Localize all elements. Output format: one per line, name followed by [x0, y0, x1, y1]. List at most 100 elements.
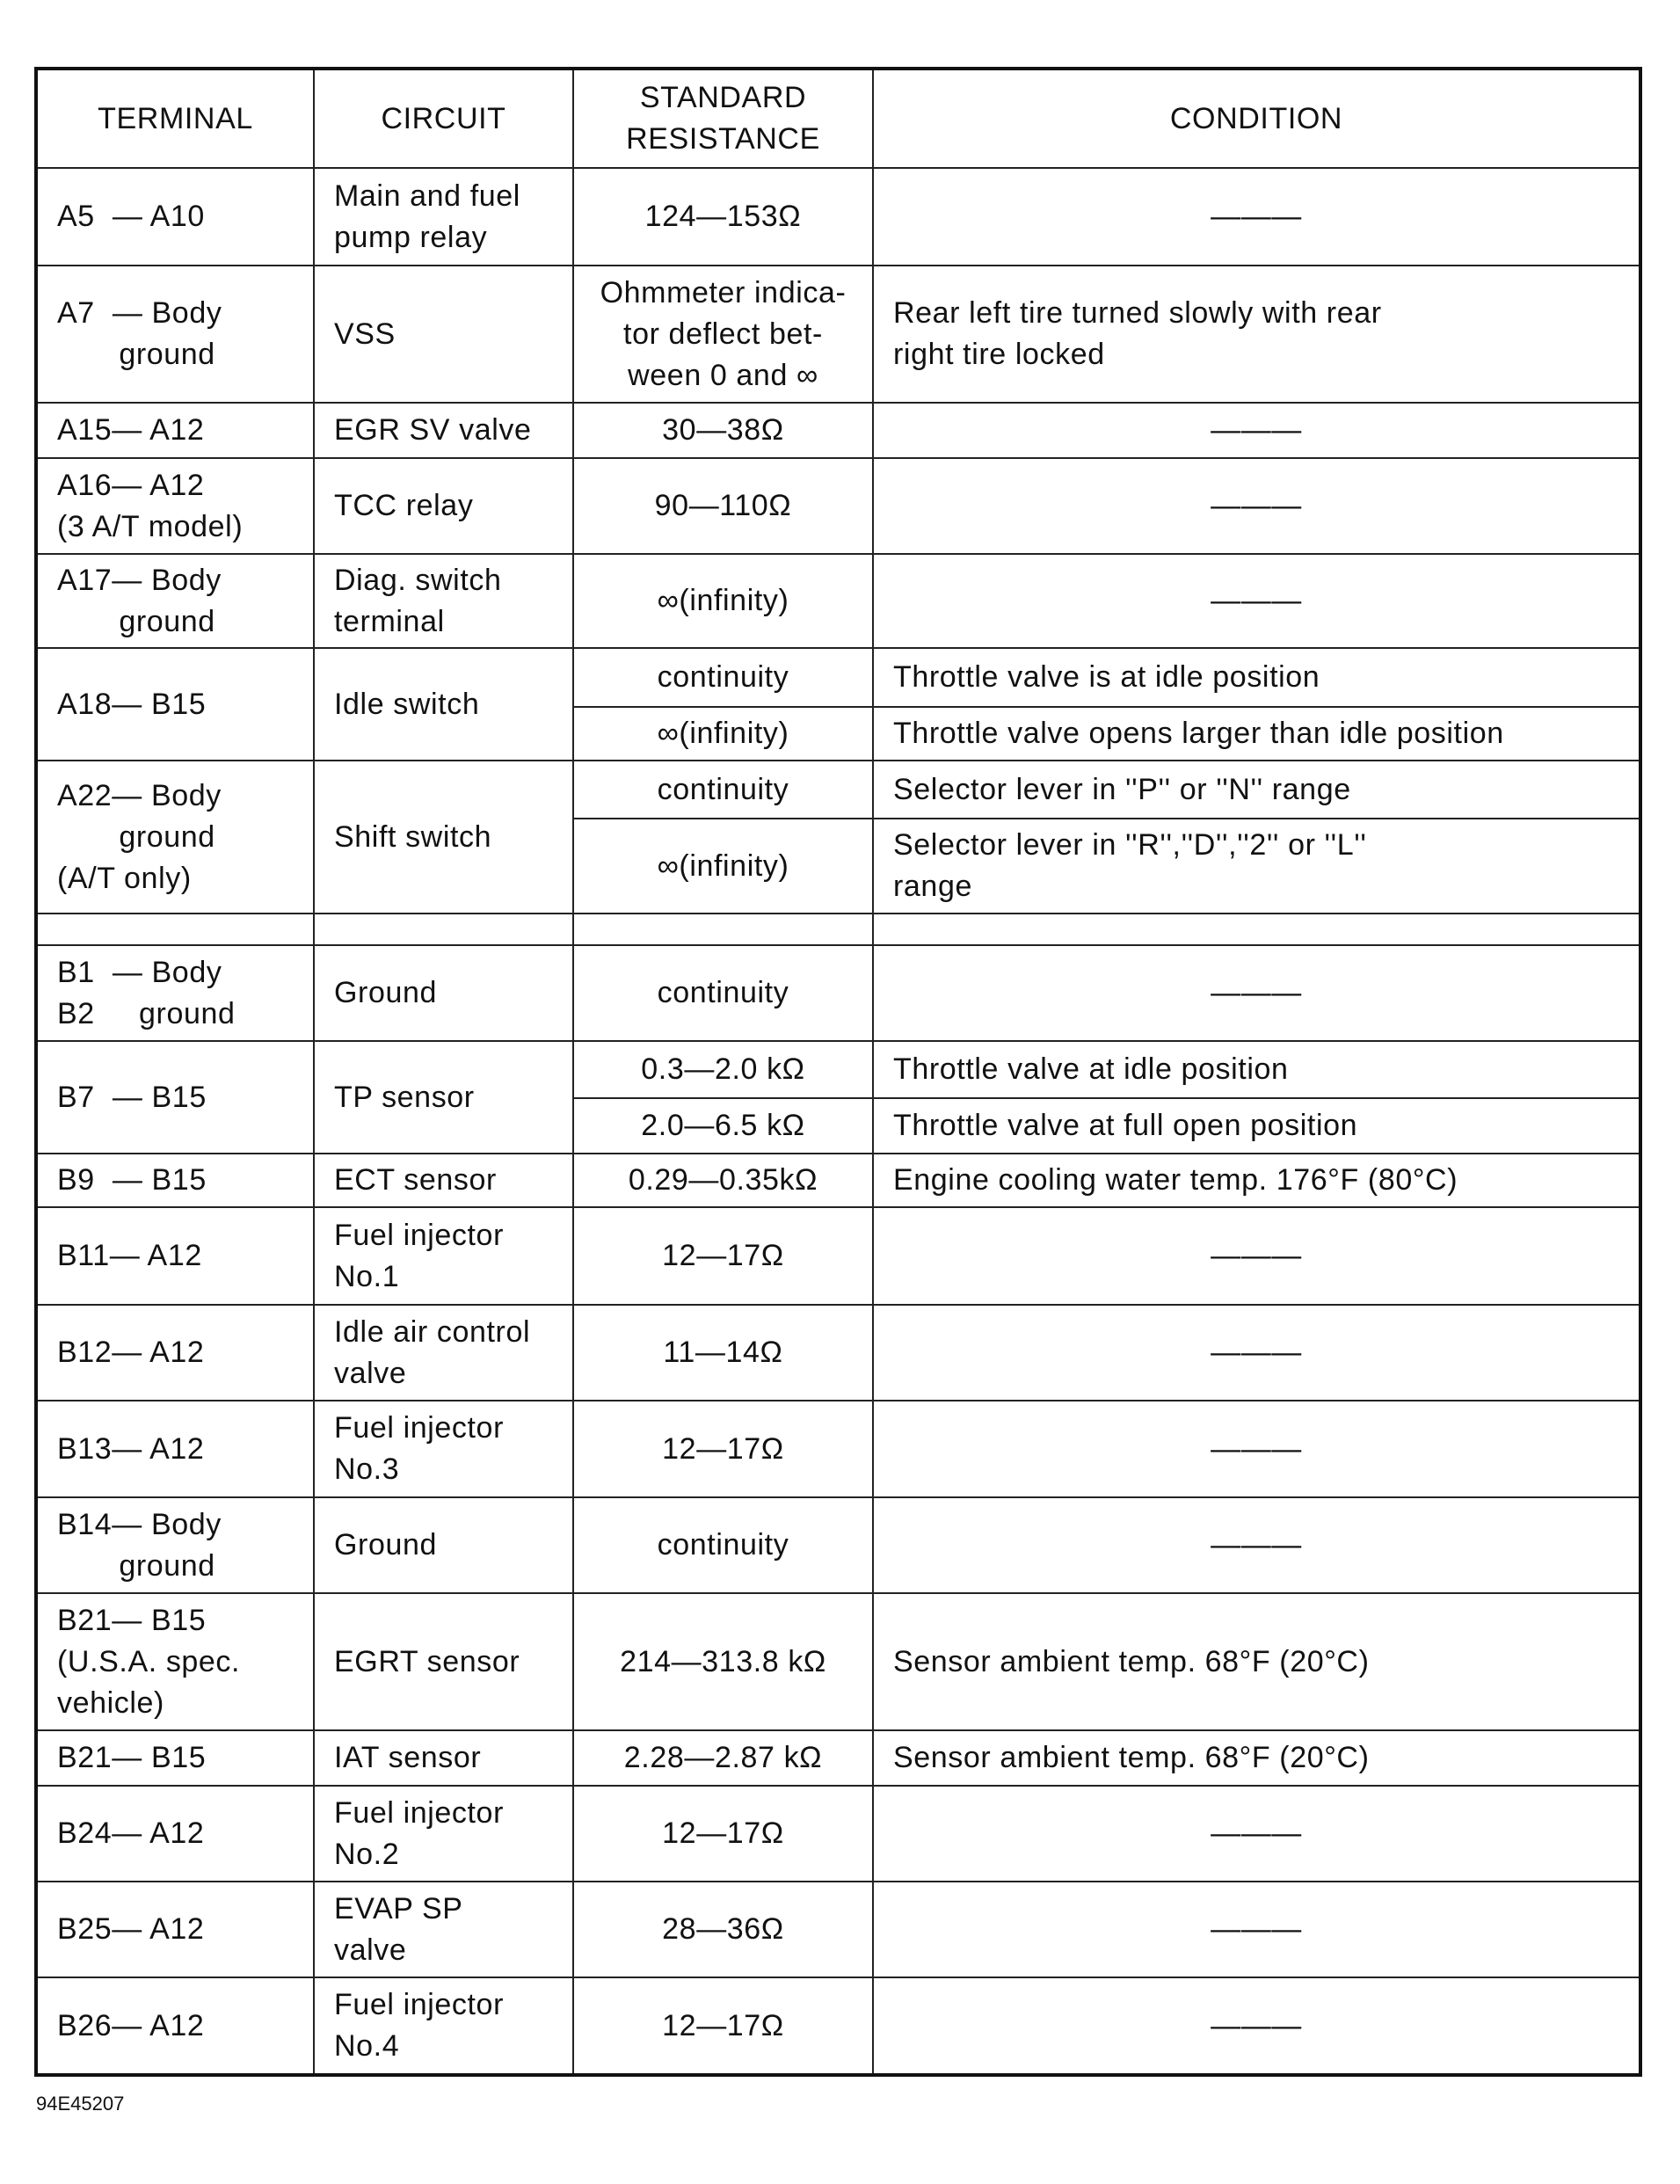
table-row: B21— B15 IAT sensor 2.28—2.87 kΩ Sensor amb…: [35, 1729, 1641, 1787]
table-row: B24— A12 Fuel injector No.2 12—17Ω ———: [35, 1785, 1641, 1882]
circuit-cell: Shift switch: [313, 760, 574, 914]
condition-cell: ———: [872, 944, 1641, 1042]
resistance-cell: 12—17Ω: [572, 1977, 874, 2076]
resistance-cell: 28—36Ω: [572, 1881, 874, 1978]
condition-cell: ———: [872, 1977, 1641, 2076]
resistance-cell: continuity: [572, 944, 874, 1042]
circuit-cell: [313, 913, 574, 946]
resistance-cell: 2.0—6.5 kΩ: [572, 1097, 874, 1154]
resistance-cell: 2.28—2.87 kΩ: [572, 1729, 874, 1787]
table-row: 2.0—6.5 kΩ Throttle valve at full open po…: [36, 1097, 1641, 1154]
resistance-cell: 30—38Ω: [572, 402, 874, 459]
table-row: B21— B15 (U.S.A. spec. vehicle) EGRT sens…: [35, 1592, 1641, 1731]
table-row: A18— B15 Idle switch continuity Throttle va…: [35, 647, 1641, 761]
table-row: B9 — B15 ECT sensor 0.29—0.35kΩ Engine cool…: [35, 1153, 1641, 1208]
terminal-cell: A16— A12 (3 A/T model): [35, 457, 315, 555]
header-condition: CONDITION: [872, 68, 1641, 169]
table-row: ∞(infinity) Selector lever in ''R'',''D''…: [36, 818, 1641, 914]
condition-cell: Throttle valve is at idle position: [872, 647, 1641, 708]
table-row: B13— A12 Fuel injector No.3 12—17Ω ———: [35, 1400, 1641, 1498]
condition-cell: Sensor ambient temp. 68°F (20°C): [872, 1592, 1641, 1731]
table-row: B11— A12 Fuel injector No.1 12—17Ω ———: [35, 1206, 1641, 1306]
table-row: A7 — Body ground VSS Ohmmeter indica- tor …: [35, 265, 1641, 404]
resistance-cell: ∞(infinity): [572, 818, 874, 914]
terminal-cell: A22— Body ground (A/T only): [35, 760, 315, 914]
condition-cell: ———: [872, 1881, 1641, 1978]
condition-cell: Selector lever in ''P'' or ''N'' range: [872, 760, 1641, 819]
terminal-cell: B13— A12: [35, 1400, 315, 1498]
table-row: A5 — A10 Main and fuel pump relay 124—153Ω…: [35, 167, 1641, 266]
table-row: B26— A12 Fuel injector No.4 12—17Ω ———: [35, 1977, 1641, 2076]
terminal-cell: B1 — Body B2 ground: [35, 944, 315, 1042]
terminal-cell: B14— Body ground: [35, 1496, 315, 1594]
circuit-cell: EGRT sensor: [313, 1592, 574, 1731]
table-row: A17— Body ground Diag. switch terminal ∞(i…: [35, 553, 1641, 649]
table-row: B25— A12 EVAP SP valve 28—36Ω ———: [35, 1881, 1641, 1978]
circuit-cell: Diag. switch terminal: [313, 553, 574, 649]
condition-cell: ———: [872, 457, 1641, 555]
resistance-cell: 12—17Ω: [572, 1400, 874, 1498]
circuit-cell: Main and fuel pump relay: [313, 167, 574, 266]
resistance-cell: 0.29—0.35kΩ: [572, 1153, 874, 1208]
table-row: A16— A12 (3 A/T model) TCC relay 90—110Ω ——…: [35, 457, 1641, 555]
table-row: B1 — Body B2 ground Ground continuity ———: [35, 944, 1641, 1042]
header-resistance: STANDARD RESISTANCE: [572, 68, 874, 169]
terminal-cell: A7 — Body ground: [35, 265, 315, 404]
circuit-cell: EGR SV valve: [313, 402, 574, 459]
condition-cell: ———: [872, 1206, 1641, 1306]
condition-cell: ———: [872, 1496, 1641, 1594]
condition-cell: Selector lever in ''R'',''D'',''2'' or '…: [872, 818, 1641, 914]
condition-cell: ———: [872, 1785, 1641, 1882]
terminal-cell: B24— A12: [35, 1785, 315, 1882]
resistance-cell: 214—313.8 kΩ: [572, 1592, 874, 1731]
terminal-cell: B26— A12: [35, 1977, 315, 2076]
terminal-resistance-table: TERMINAL CIRCUIT STANDARD RESISTANCE CON…: [34, 67, 1642, 2077]
terminal-cell: A18— B15: [35, 647, 315, 761]
terminal-cell: B21— B15: [35, 1729, 315, 1787]
table-row: B12— A12 Idle air control valve 11—14Ω ———: [35, 1304, 1641, 1401]
figure-id: 94E45207: [36, 2093, 125, 2115]
resistance-cell: continuity: [572, 1496, 874, 1594]
terminal-cell: B21— B15 (U.S.A. spec. vehicle): [35, 1592, 315, 1731]
resistance-cell: continuity: [572, 760, 874, 819]
resistance-cell: 90—110Ω: [572, 457, 874, 555]
table-row: A15— A12 EGR SV valve 30—38Ω ———: [35, 402, 1641, 459]
terminal-cell: B9 — B15: [35, 1153, 315, 1208]
resistance-cell: 12—17Ω: [572, 1785, 874, 1882]
condition-cell: ———: [872, 553, 1641, 649]
table-row: B14— Body ground Ground continuity ———: [35, 1496, 1641, 1594]
condition-cell: ———: [872, 402, 1641, 459]
condition-cell: ———: [872, 167, 1641, 266]
terminal-cell: A17— Body ground: [35, 553, 315, 649]
terminal-cell: B11— A12: [35, 1206, 315, 1306]
circuit-cell: Fuel injector No.4: [313, 1977, 574, 2076]
circuit-cell: Fuel injector No.3: [313, 1400, 574, 1498]
header-terminal: TERMINAL: [35, 68, 315, 169]
condition-cell: Sensor ambient temp. 68°F (20°C): [872, 1729, 1641, 1787]
resistance-cell: ∞(infinity): [572, 706, 874, 761]
terminal-cell: A15— A12: [35, 402, 315, 459]
condition-cell: Rear left tire turned slowly with rear r…: [872, 265, 1641, 404]
circuit-cell: Fuel injector No.1: [313, 1206, 574, 1306]
circuit-cell: Ground: [313, 944, 574, 1042]
terminal-cell: B7 — B15: [35, 1040, 315, 1154]
circuit-cell: Idle switch: [313, 647, 574, 761]
condition-cell: [872, 913, 1641, 946]
resistance-cell: Ohmmeter indica- tor deflect bet- ween 0…: [572, 265, 874, 404]
resistance-cell: ∞(infinity): [572, 553, 874, 649]
table-row: B7 — B15 TP sensor 0.3—2.0 kΩ Throttle valv…: [35, 1040, 1641, 1154]
condition-cell: ———: [872, 1400, 1641, 1498]
table-row: ∞(infinity) Throttle valve opens larger t…: [36, 706, 1641, 761]
circuit-cell: VSS: [313, 265, 574, 404]
condition-cell: ———: [872, 1304, 1641, 1401]
condition-cell: Throttle valve at full open position: [872, 1097, 1641, 1154]
header-circuit: CIRCUIT: [313, 68, 574, 169]
circuit-cell: EVAP SP valve: [313, 1881, 574, 1978]
resistance-cell: 12—17Ω: [572, 1206, 874, 1306]
resistance-cell: continuity: [572, 647, 874, 708]
circuit-cell: Ground: [313, 1496, 574, 1594]
condition-cell: Throttle valve at idle position: [872, 1040, 1641, 1099]
terminal-cell: B25— A12: [35, 1881, 315, 1978]
condition-cell: Throttle valve opens larger than idle po…: [872, 706, 1641, 761]
circuit-cell: TCC relay: [313, 457, 574, 555]
